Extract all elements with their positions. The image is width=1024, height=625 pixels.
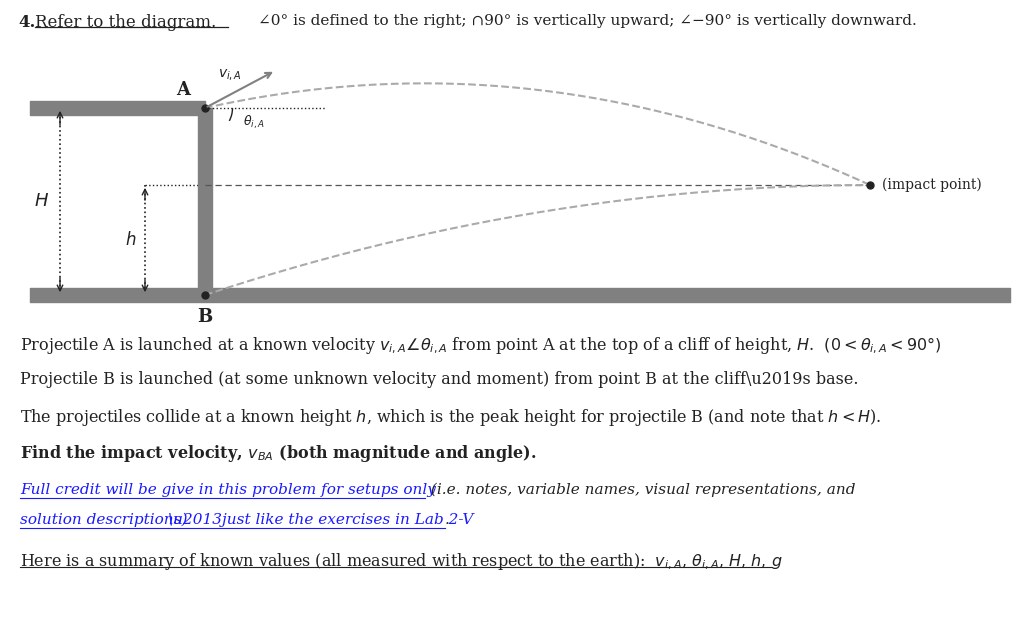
Text: Projectile B is launched (at some unknown velocity and moment) from point B at t: Projectile B is launched (at some unknow… — [20, 371, 858, 388]
Text: $\theta_{i,A}$: $\theta_{i,A}$ — [243, 114, 265, 131]
Text: The projectiles collide at a known height $h$, which is the peak height for proj: The projectiles collide at a known heigh… — [20, 407, 882, 428]
Text: $h$: $h$ — [125, 231, 136, 249]
Text: ∠0° is defined to the right; ∩90° is vertically upward; ∠−90° is vertically down: ∠0° is defined to the right; ∩90° is ver… — [258, 14, 916, 28]
Text: Here is a summary of known values (all measured with respect to the earth):  $v_: Here is a summary of known values (all m… — [20, 551, 782, 572]
Text: 4.: 4. — [18, 14, 36, 31]
Text: .: . — [445, 513, 450, 527]
Text: B: B — [198, 308, 213, 326]
Text: $v_{i,A}$: $v_{i,A}$ — [218, 68, 243, 82]
Text: Projectile A is launched at a known velocity $v_{i,A}\angle\theta_{i,A}$ from po: Projectile A is launched at a known velo… — [20, 335, 942, 356]
Text: A: A — [176, 81, 190, 99]
Text: Find the impact velocity, $v_{BA}$ (both magnitude and angle).: Find the impact velocity, $v_{BA}$ (both… — [20, 443, 537, 464]
Text: (impact point): (impact point) — [882, 177, 982, 192]
Text: Refer to the diagram.: Refer to the diagram. — [35, 14, 216, 31]
Text: \u2013just like the exercises in Lab 2-V: \u2013just like the exercises in Lab 2-V — [168, 513, 473, 527]
Text: solution descriptions): solution descriptions) — [20, 513, 187, 528]
Text: (i.e. notes, variable names, visual representations, and: (i.e. notes, variable names, visual repr… — [426, 483, 855, 498]
Text: $H$: $H$ — [35, 192, 49, 211]
Text: Full credit will be give in this problem for setups only: Full credit will be give in this problem… — [20, 483, 436, 497]
